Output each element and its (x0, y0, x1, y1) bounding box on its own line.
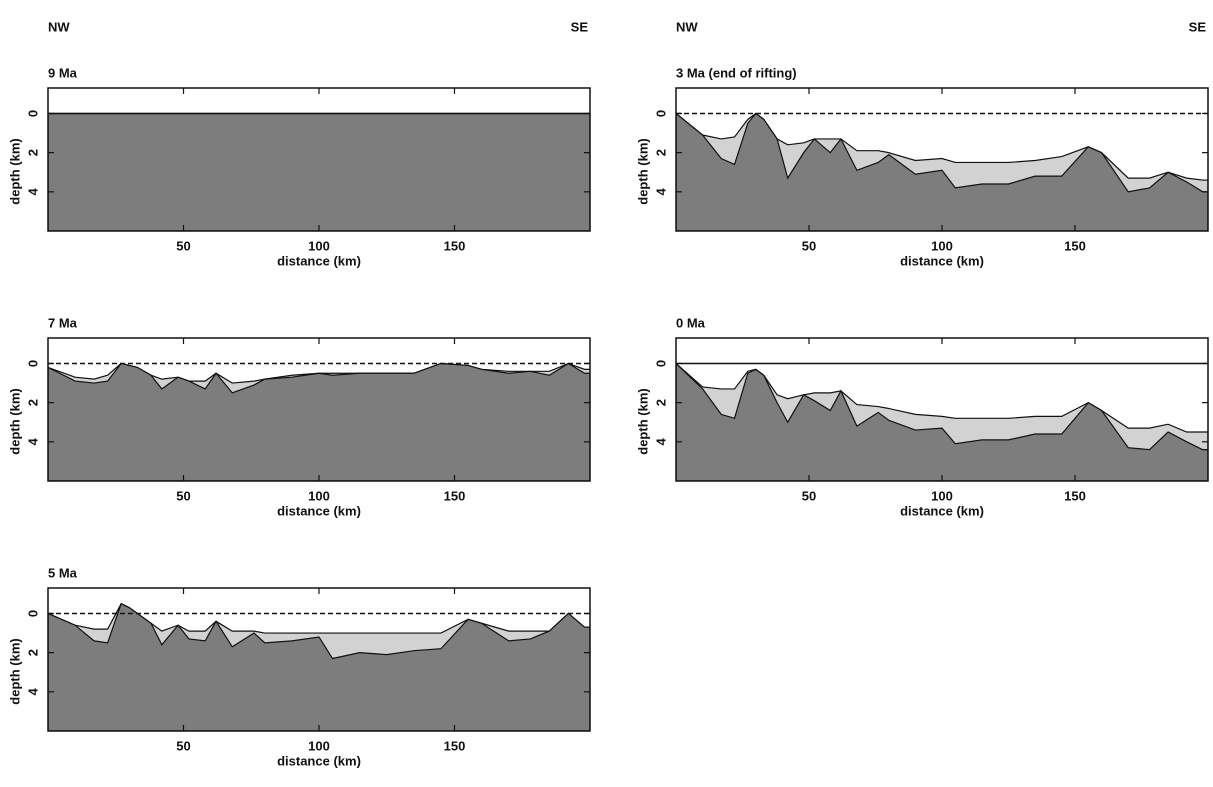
panel-title: 7 Ma (48, 315, 78, 330)
x-tick-label: 100 (931, 238, 953, 253)
x-tick-label: 150 (444, 238, 466, 253)
y-axis-label: depth (km) (635, 388, 650, 454)
x-tick-label: 50 (176, 238, 190, 253)
direction-label: NW (676, 19, 698, 34)
x-tick-label: 150 (1064, 488, 1086, 503)
panel: 7 Ma 50 100 150 0 2 4 distance (km) depth (km) (7, 315, 591, 518)
y-tick-label: 4 (653, 187, 668, 195)
profile-area (48, 112, 590, 231)
plot-area (48, 602, 590, 731)
profile-area (48, 602, 590, 731)
profile-area (48, 362, 590, 481)
panel: 9 Ma 50 100 150 0 2 4 distance (km) depth (km) (7, 65, 591, 268)
y-tick-label: 2 (653, 149, 668, 156)
x-tick-label: 50 (176, 738, 190, 753)
y-tick-label: 0 (653, 360, 668, 367)
y-axis-label: depth (km) (7, 388, 22, 454)
profile-area (676, 362, 1208, 481)
x-axis-label: distance (km) (900, 503, 984, 518)
x-axis-label: distance (km) (900, 253, 984, 268)
y-tick-label: 2 (25, 649, 40, 656)
panel-title: 0 Ma (676, 315, 706, 330)
x-axis-label: distance (km) (277, 253, 361, 268)
y-axis-label: depth (km) (7, 638, 22, 704)
x-axis-label: distance (km) (277, 753, 361, 768)
profile-area (676, 112, 1208, 231)
x-tick-label: 50 (176, 488, 190, 503)
plot-area (48, 362, 590, 481)
y-tick-label: 2 (653, 399, 668, 406)
y-axis-label: depth (km) (635, 138, 650, 204)
panel: 0 Ma 50 100 150 0 2 4 distance (km) depth (km) (635, 315, 1209, 518)
panel-title: 9 Ma (48, 65, 78, 80)
y-tick-label: 0 (25, 360, 40, 367)
x-tick-label: 100 (931, 488, 953, 503)
y-tick-label: 4 (25, 187, 40, 195)
y-tick-label: 4 (25, 687, 40, 695)
y-tick-label: 2 (25, 149, 40, 156)
direction-label: SE (1189, 19, 1207, 34)
y-axis-label: depth (km) (7, 138, 22, 204)
x-tick-label: 100 (308, 738, 330, 753)
x-tick-label: 150 (444, 488, 466, 503)
y-tick-label: 4 (25, 437, 40, 445)
y-tick-label: 2 (25, 399, 40, 406)
x-tick-label: 100 (308, 488, 330, 503)
y-tick-label: 0 (25, 110, 40, 117)
x-tick-label: 50 (802, 238, 816, 253)
panel: 5 Ma 50 100 150 0 2 4 distance (km) depth (km) (7, 565, 591, 768)
panel: 3 Ma (end of rifting) 50 100 150 0 2 4 distance… (635, 65, 1209, 268)
direction-label: SE (571, 19, 589, 34)
x-tick-label: 150 (1064, 238, 1086, 253)
x-tick-label: 150 (444, 738, 466, 753)
direction-label: NW (48, 19, 70, 34)
plot-area (676, 112, 1208, 231)
y-tick-label: 4 (653, 437, 668, 445)
plot-area (48, 112, 590, 231)
panel-title: 5 Ma (48, 565, 78, 580)
y-tick-label: 0 (25, 610, 40, 617)
y-tick-label: 0 (653, 110, 668, 117)
x-tick-label: 50 (802, 488, 816, 503)
plot-area (676, 362, 1208, 481)
panel-title: 3 Ma (end of rifting) (676, 65, 797, 80)
x-axis-label: distance (km) (277, 503, 361, 518)
x-tick-label: 100 (308, 238, 330, 253)
